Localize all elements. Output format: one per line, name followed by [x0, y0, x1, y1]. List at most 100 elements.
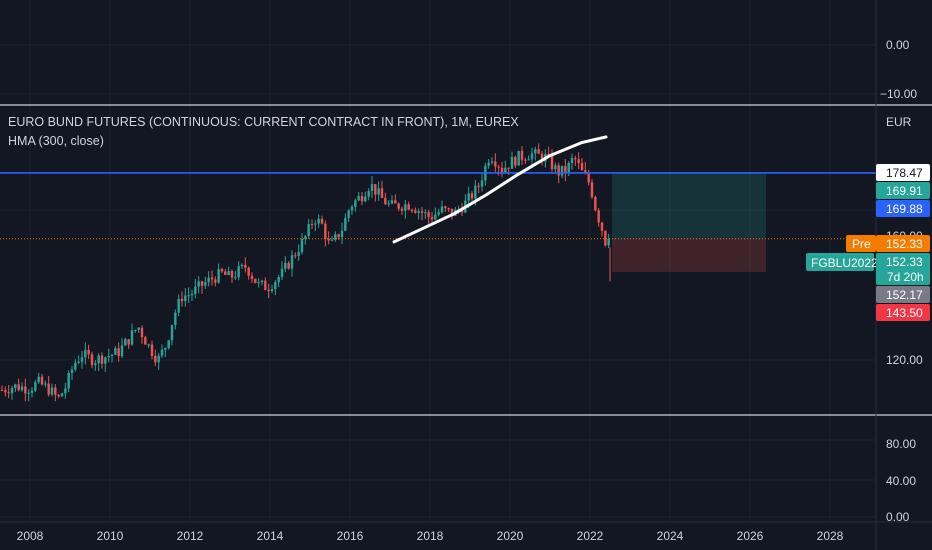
candle: [147, 343, 150, 348]
candle-body: [324, 223, 327, 239]
candle-body: [577, 159, 580, 164]
candle: [57, 393, 60, 399]
candle: [517, 150, 520, 166]
indicator-legend[interactable]: HMA (300, close): [8, 134, 104, 148]
candle: [237, 261, 240, 281]
candle-body: [477, 185, 480, 187]
candle-body: [107, 355, 110, 358]
candle-body: [367, 190, 370, 197]
candle: [97, 353, 100, 372]
candle-body: [547, 154, 550, 156]
candle: [90, 351, 94, 369]
candle-body: [497, 166, 500, 168]
candle: [84, 342, 87, 365]
candle: [304, 235, 307, 245]
candle-body: [237, 266, 240, 278]
long-position-tool[interactable]: [612, 172, 766, 272]
candle-body: [527, 159, 530, 161]
candle: [464, 194, 467, 214]
candle: [294, 252, 297, 259]
candle-body: [604, 230, 607, 246]
candle-body: [270, 289, 274, 292]
hma-value-tag: [876, 182, 930, 199]
candle-body: [507, 167, 510, 169]
candle-body: [104, 357, 107, 364]
candle-body: [377, 188, 380, 195]
candle: [277, 275, 280, 288]
candle-body: [190, 293, 194, 296]
candle: [64, 382, 67, 399]
candle: [424, 209, 427, 219]
candle-body: [24, 386, 27, 394]
candle: [210, 270, 214, 286]
candle-body: [130, 330, 134, 345]
candle-body: [287, 262, 290, 269]
candle-body: [194, 286, 197, 294]
candle-body: [160, 349, 164, 356]
candle-body: [540, 153, 544, 162]
candle-body: [250, 275, 254, 279]
candle-body: [467, 193, 470, 201]
candle-body: [370, 184, 374, 191]
candle-body: [537, 149, 540, 154]
candle: [580, 158, 584, 171]
candle: [124, 337, 127, 346]
candle-body: [407, 204, 410, 210]
price-scale-ticks: 120.00: [886, 353, 923, 367]
candle: [250, 272, 254, 284]
candle-body: [437, 212, 440, 215]
candle-body: [260, 280, 264, 283]
time-tick-2018: 2018: [417, 529, 444, 543]
candle-body: [100, 355, 104, 364]
candle: [100, 352, 104, 369]
candle: [270, 284, 274, 294]
candle-body: [400, 208, 404, 211]
candle: [54, 384, 57, 402]
candle: [17, 378, 20, 392]
candle: [110, 353, 114, 363]
candle-body: [234, 277, 237, 279]
candle: [564, 158, 567, 182]
candle: [370, 176, 374, 199]
candle: [420, 206, 424, 221]
candle-body: [494, 161, 497, 167]
candle: [577, 152, 580, 170]
candle-body: [244, 264, 247, 268]
candle-body: [320, 218, 324, 224]
candle-body: [404, 204, 407, 211]
candle: [440, 200, 444, 214]
candle: [30, 387, 34, 398]
candle: [410, 208, 414, 213]
candle: [607, 233, 610, 249]
pre-badge: [846, 235, 876, 252]
candle-body: [514, 157, 517, 166]
candle: [117, 342, 120, 362]
candle: [7, 384, 10, 399]
time-tick-2014: 2014: [257, 529, 284, 543]
chart-title[interactable]: EURO BUND FUTURES (CONTINUOUS: CURRENT C…: [8, 115, 519, 129]
candle-body: [327, 238, 330, 241]
candle-body: [224, 271, 227, 275]
candle-body: [230, 271, 234, 278]
candle: [204, 276, 207, 289]
candle-body: [567, 162, 570, 174]
candle: [44, 380, 47, 388]
candle: [200, 280, 204, 294]
candle: [170, 324, 174, 346]
candle-body: [314, 223, 317, 225]
symbol-text: FGBLU2022: [811, 256, 878, 270]
candle-body: [574, 158, 577, 160]
candle: [297, 244, 300, 261]
candle: [144, 335, 147, 345]
candle: [157, 352, 160, 370]
candle-body: [364, 196, 367, 202]
candle: [510, 151, 514, 169]
candle: [104, 356, 107, 372]
candle: [470, 190, 474, 202]
candle-body: [570, 158, 574, 163]
candle-body: [434, 214, 437, 220]
candle: [327, 231, 330, 245]
candle-body: [317, 218, 320, 224]
candle: [430, 211, 434, 223]
